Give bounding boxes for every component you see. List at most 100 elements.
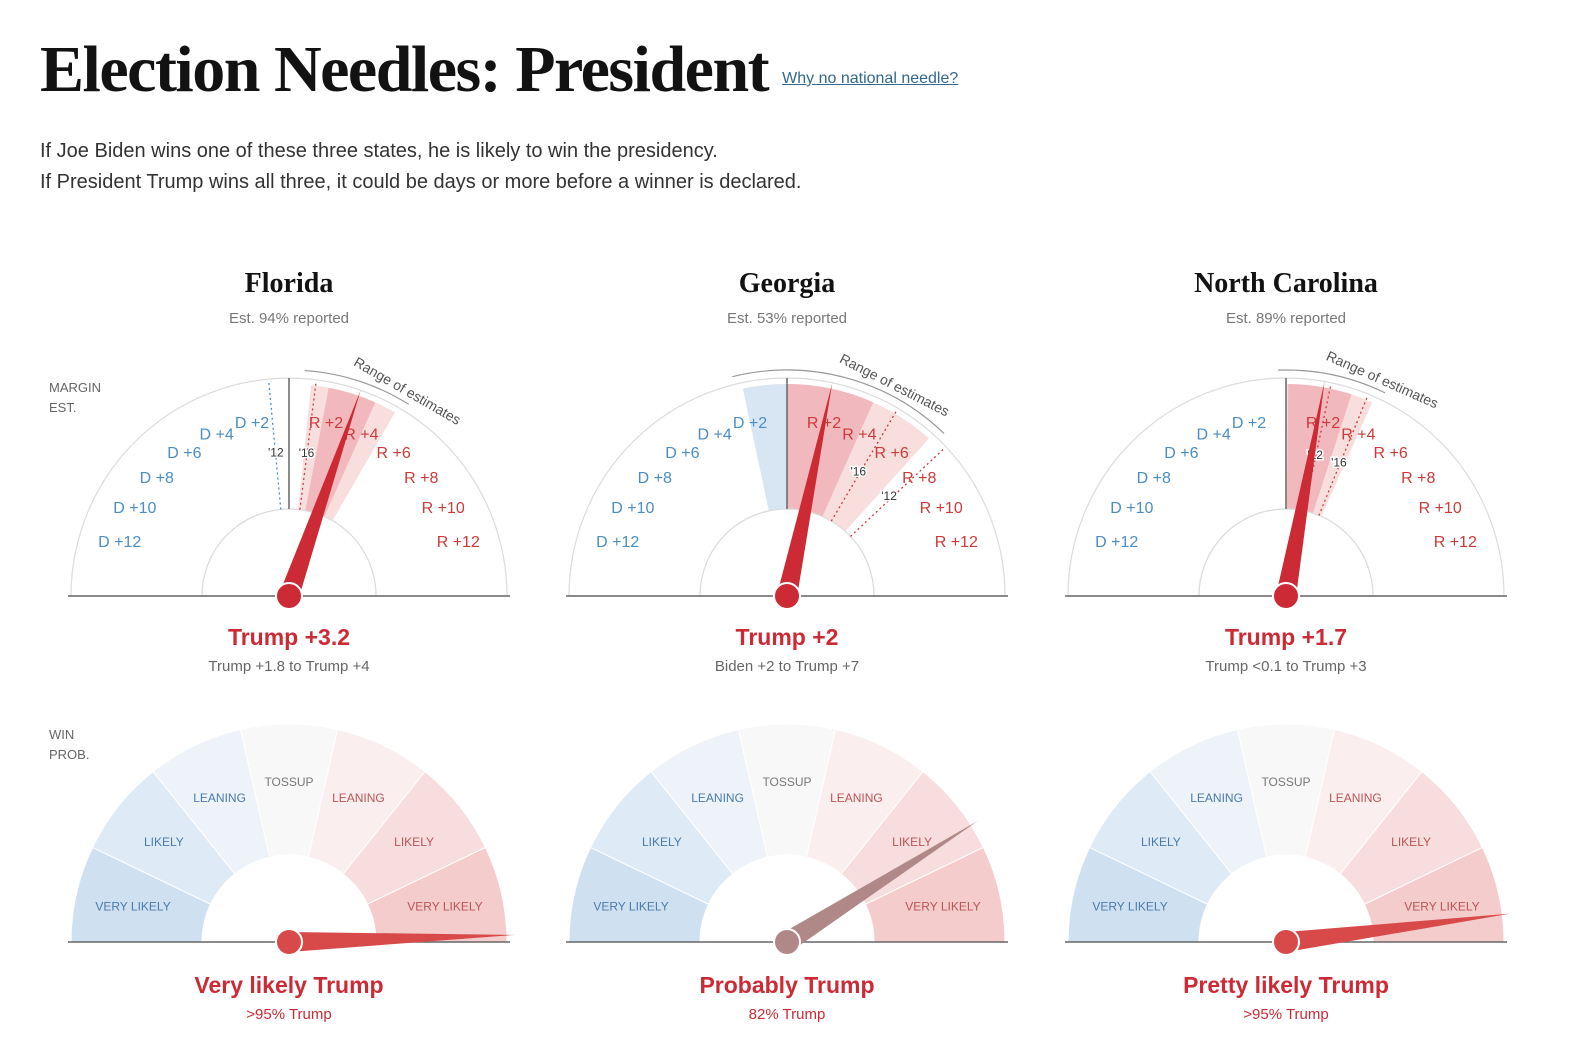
- range-of-estimates-arc: [304, 369, 410, 405]
- margin-tick-label: R +4: [344, 426, 378, 443]
- margin-tick-label: R +6: [875, 445, 909, 462]
- margin-needle-hub: [773, 582, 801, 610]
- margin-tick-label: D +6: [1164, 445, 1198, 462]
- win-segment-label: LIKELY: [892, 835, 932, 849]
- win-segment-label: LEANING: [691, 791, 744, 805]
- past-result-line: [1318, 397, 1368, 516]
- margin-tick-label: R +2: [309, 415, 343, 432]
- margin-tick-label: R +10: [1419, 500, 1462, 517]
- win-needle-hub: [773, 928, 801, 956]
- reported-label: Est. 53% reported: [727, 310, 847, 327]
- margin-needle: [279, 390, 361, 600]
- win-segment-label: LEANING: [830, 791, 883, 805]
- win-probability-label: 82% Trump: [749, 1006, 826, 1023]
- margin-tick-label: D +6: [665, 445, 699, 462]
- reported-label: Est. 94% reported: [229, 310, 349, 327]
- win-gauge-inner: [202, 855, 376, 942]
- margin-estimate-label: Trump +2: [736, 624, 839, 650]
- margin-gauge-inner: [699, 508, 875, 597]
- win-axis-label-line2: PROB.: [49, 747, 89, 762]
- margin-tick-label: D +2: [235, 415, 269, 432]
- margin-tick-label: D +10: [611, 500, 654, 517]
- margin-needle: [777, 382, 833, 599]
- win-segment-label: LIKELY: [1141, 835, 1181, 849]
- margin-range-inner-dem: [742, 384, 787, 511]
- margin-tick-label: D +12: [98, 534, 141, 551]
- margin-needle-hub: [1272, 582, 1300, 610]
- margin-axis-label-line1: MARGIN: [49, 380, 101, 395]
- margin-tick-label: R +8: [902, 470, 936, 487]
- margin-axis-label-line2: EST.: [49, 400, 76, 415]
- margin-tick-label: D +8: [1137, 470, 1171, 487]
- win-segment-label: VERY LIKELY: [905, 899, 980, 913]
- margin-tick-label: D +10: [113, 500, 156, 517]
- win-segment-label: LEANING: [1329, 791, 1382, 805]
- win-outcome-label: Probably Trump: [699, 972, 874, 998]
- margin-tick-label: R +8: [404, 470, 438, 487]
- win-segment-label: VERY LIKELY: [407, 899, 482, 913]
- state-panel-florida: Florida Est. 94% reported '12 '16 D +12 D +10…: [68, 268, 515, 1023]
- win-segment-label: LIKELY: [1391, 835, 1431, 849]
- margin-tick-label: D +8: [140, 470, 174, 487]
- state-title: Florida: [245, 268, 334, 299]
- margin-needle-hub: [275, 582, 303, 610]
- win-probability-label: >95% Trump: [1243, 1006, 1328, 1023]
- win-segment-label: VERY LIKELY: [95, 899, 170, 913]
- margin-tick-label: R +12: [935, 534, 978, 551]
- win-gauge-inner: [1199, 855, 1373, 942]
- margin-tick-label: R +6: [377, 445, 411, 462]
- margin-needle: [1276, 381, 1325, 598]
- margin-tick-label: D +12: [1095, 534, 1138, 551]
- intro-line-2: If President Trump wins all three, it co…: [40, 171, 802, 193]
- win-needle: [781, 820, 978, 951]
- page-header: Election Needles: President Why no nation…: [40, 30, 1540, 198]
- win-outcome-label: Very likely Trump: [194, 972, 383, 998]
- margin-tick-label: D +4: [697, 426, 731, 443]
- margin-tick-label: R +4: [842, 426, 876, 443]
- page-intro: If Joe Biden wins one of these three sta…: [40, 136, 1540, 198]
- range-of-estimates-arc: [732, 369, 945, 434]
- win-segment-label: LEANING: [1190, 791, 1243, 805]
- margin-tick-label: R +12: [437, 534, 480, 551]
- margin-tick-label: D +4: [1196, 426, 1230, 443]
- margin-tick-label: D +2: [1232, 415, 1266, 432]
- past-result-label: '12: [268, 446, 284, 460]
- win-segment-label: VERY LIKELY: [1092, 899, 1167, 913]
- state-title: North Carolina: [1194, 268, 1378, 299]
- win-needle: [288, 932, 515, 952]
- margin-tick-label: R +10: [422, 500, 465, 517]
- reported-label: Est. 89% reported: [1226, 310, 1346, 327]
- win-outcome-label: Pretty likely Trump: [1183, 972, 1389, 998]
- win-needle-hub: [1272, 928, 1300, 956]
- state-panel-georgia: Georgia Est. 53% reported '16 '12 D +12 D +10…: [566, 268, 1008, 1023]
- margin-tick-label: D +6: [167, 445, 201, 462]
- win-needle: [1284, 913, 1511, 952]
- margin-tick-label: D +8: [638, 470, 672, 487]
- margin-estimate-label: Trump +1.7: [1225, 624, 1347, 650]
- win-segment-label: LIKELY: [394, 835, 434, 849]
- range-of-estimates-arc: [1278, 369, 1386, 394]
- win-segment-label: VERY LIKELY: [593, 899, 668, 913]
- margin-tick-label: D +2: [733, 415, 767, 432]
- win-segment-label: TOSSUP: [1261, 775, 1310, 789]
- why-no-national-needle-link[interactable]: Why no national needle?: [782, 70, 959, 87]
- margin-tick-label: D +4: [199, 426, 233, 443]
- past-result-line: [849, 449, 944, 537]
- past-result-line: [268, 382, 282, 510]
- margin-tick-label: R +6: [1374, 445, 1408, 462]
- past-result-label: '12: [881, 489, 897, 503]
- state-title: Georgia: [739, 268, 835, 299]
- margin-range-label: Biden +2 to Trump +7: [715, 658, 859, 675]
- past-result-label: '16: [299, 446, 315, 460]
- page-title: Election Needles: President: [40, 33, 770, 106]
- margin-tick-label: R +4: [1341, 426, 1375, 443]
- past-result-line: [830, 411, 897, 522]
- past-result-line: [299, 383, 317, 510]
- win-segment-label: VERY LIKELY: [1404, 899, 1479, 913]
- win-segment-label: TOSSUP: [762, 775, 811, 789]
- win-probability-label: >95% Trump: [246, 1006, 331, 1023]
- margin-estimate-label: Trump +3.2: [228, 624, 350, 650]
- past-result-label: '16: [1331, 455, 1347, 469]
